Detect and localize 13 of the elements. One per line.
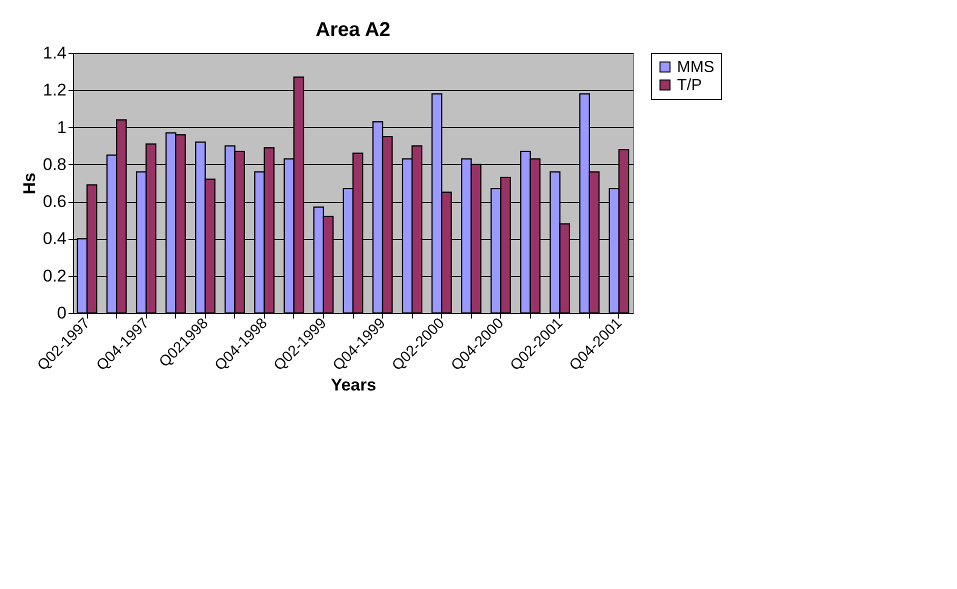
y-tick-label: 0.4 [42,229,66,248]
y-tick-label: 0.2 [42,266,66,286]
y-tick-label: 0.8 [42,154,66,174]
y-tick-label: 1.4 [42,44,66,62]
y-tick-label: 0.6 [42,192,66,212]
x-axis-title: Years [330,375,376,394]
y-axis-title: Hs [20,172,39,194]
legend-label: T/P [677,77,702,94]
y-tick-label: 1.2 [42,80,66,100]
chart-title: Area A2 [316,19,390,41]
legend-label: MMS [677,59,714,76]
y-tick-label: 1 [57,118,66,137]
y-tick-label: 0 [57,304,66,322]
